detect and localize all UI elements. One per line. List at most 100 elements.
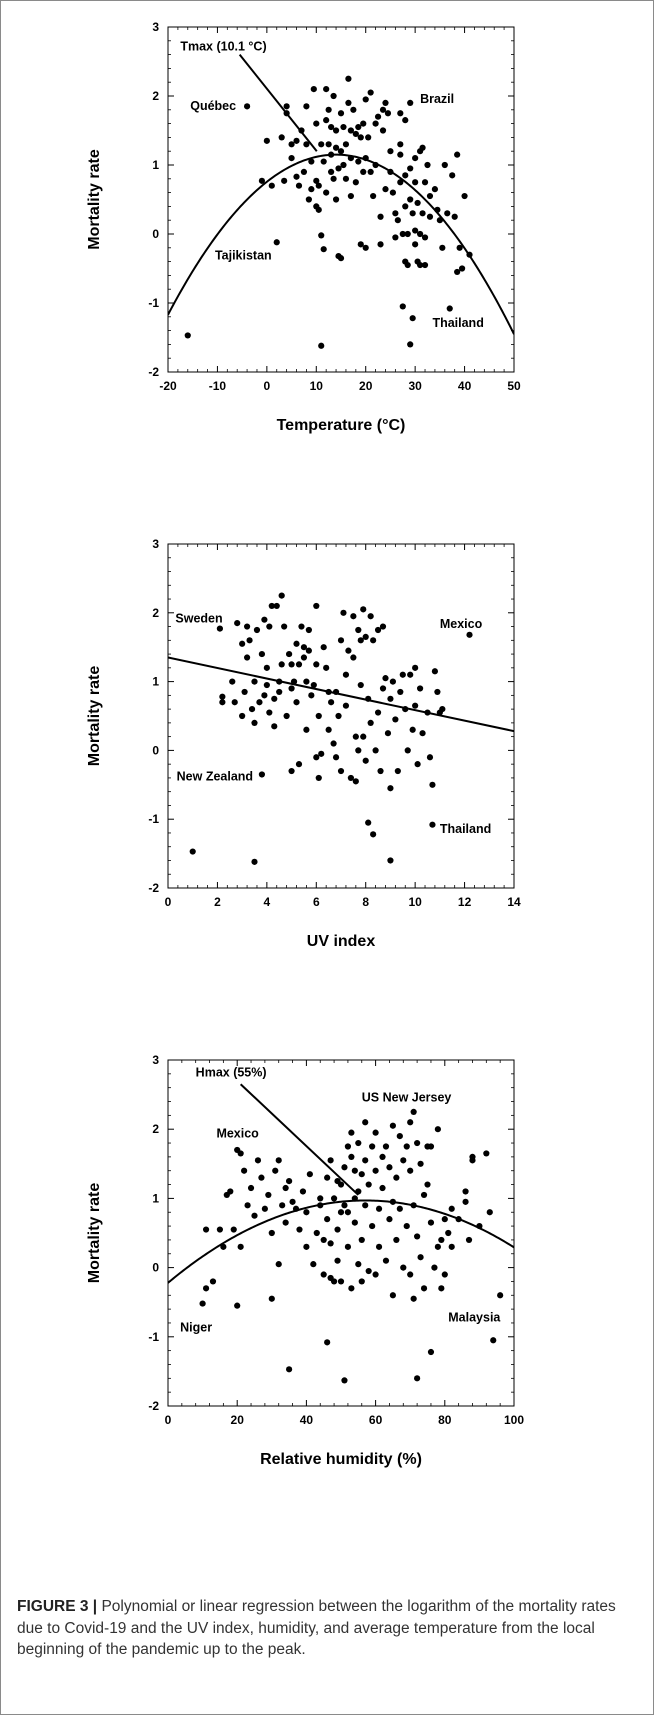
temperature-data-point xyxy=(355,158,362,165)
temperature-ytick-label: -2 xyxy=(148,365,159,379)
temperature-data-point xyxy=(315,206,322,213)
uv-index-xtick-label: 10 xyxy=(408,895,422,909)
humidity-data-point xyxy=(438,1236,445,1244)
temperature-ytick-label: 1 xyxy=(152,158,159,172)
uv-index-data-point xyxy=(342,671,350,678)
temperature-data-point xyxy=(466,251,473,258)
humidity-data-point xyxy=(441,1271,448,1278)
uv-index-data-point xyxy=(412,702,419,709)
temperature-data-point xyxy=(325,141,332,148)
uv-index-data-point xyxy=(394,767,401,775)
humidity-data-point xyxy=(254,1157,262,1164)
uv-index-data-point xyxy=(367,613,374,620)
uv-index-data-point xyxy=(266,623,273,630)
humidity-data-point xyxy=(375,1205,383,1212)
uv-index-data-point xyxy=(399,671,406,678)
humidity-data-point xyxy=(486,1209,493,1216)
temperature-data-point xyxy=(298,127,305,134)
temperature-data-point xyxy=(397,110,404,117)
temperature-data-point xyxy=(434,206,441,213)
temperature-data-point xyxy=(362,244,369,251)
uv-index-data-point xyxy=(350,613,357,620)
temperature-data-point xyxy=(407,165,414,172)
uv-index-data-point xyxy=(295,761,303,768)
humidity-data-point xyxy=(410,1295,417,1302)
humidity-data-point xyxy=(317,1195,324,1202)
temperature-data-point xyxy=(384,110,392,117)
uv-index-data-point xyxy=(315,712,322,720)
temperature-data-point xyxy=(323,86,330,93)
uv-index-data-point xyxy=(318,750,325,757)
temperature-data-point xyxy=(350,106,357,113)
humidity-data-point xyxy=(462,1188,469,1195)
humidity-data-point xyxy=(244,1202,251,1209)
uv-index-data-point xyxy=(429,821,436,828)
uv-index-data-point xyxy=(256,699,263,706)
humidity-x-axis-label: Relative humidity (%) xyxy=(260,1451,422,1468)
humidity-xtick-label: 20 xyxy=(231,1413,245,1427)
temperature-data-point xyxy=(365,134,372,141)
humidity-data-point xyxy=(410,1108,417,1115)
uv-index-data-point xyxy=(466,631,473,638)
humidity-data-point xyxy=(448,1205,455,1212)
humidity-data-point xyxy=(393,1174,400,1181)
humidity-data-point xyxy=(365,1181,372,1188)
humidity-data-point xyxy=(372,1129,379,1136)
temperature-data-point xyxy=(392,234,399,241)
uv-index-data-point xyxy=(439,706,446,713)
uv-index-data-point xyxy=(345,647,352,654)
uv-index-xtick-label: 2 xyxy=(214,895,221,909)
humidity-data-point xyxy=(362,1202,369,1209)
humidity-data-point xyxy=(341,1202,348,1209)
humidity-xtick-label: 0 xyxy=(165,1413,172,1427)
uv-index-data-point xyxy=(313,602,320,610)
uv-index-plot-frame xyxy=(167,543,515,889)
humidity-data-point xyxy=(317,1202,324,1209)
temperature-data-point xyxy=(372,161,379,169)
temperature-data-point xyxy=(320,246,327,253)
temperature-data-point xyxy=(320,158,327,165)
humidity-data-point xyxy=(355,1261,362,1268)
temperature-data-point xyxy=(332,144,340,151)
temperature-data-point xyxy=(367,89,374,96)
uv-index-data-point xyxy=(315,774,322,782)
temperature-plot-area xyxy=(168,53,514,349)
uv-index-ytick-label: -2 xyxy=(148,881,159,895)
temperature-data-point xyxy=(323,189,330,196)
humidity-data-point xyxy=(448,1243,455,1250)
temperature-annotation-label: Brazil xyxy=(420,92,454,106)
uv-index-data-point xyxy=(360,733,367,740)
temperature-data-point xyxy=(281,177,288,184)
humidity-data-point xyxy=(427,1348,435,1356)
uv-index-data-point xyxy=(219,699,226,706)
humidity-data-point xyxy=(337,1278,345,1285)
temperature-data-point xyxy=(382,186,389,193)
humidity-data-point xyxy=(327,1240,334,1247)
humidity-plot-area xyxy=(168,1083,514,1384)
humidity-data-point xyxy=(427,1219,435,1226)
humidity-annotation-label: US New Jersey xyxy=(362,1091,452,1105)
uv-index-data-point xyxy=(219,693,226,700)
uv-index-data-point xyxy=(325,688,332,696)
temperature-data-point xyxy=(328,151,335,158)
uv-index-data-point xyxy=(303,678,310,685)
temperature-data-point xyxy=(288,155,295,162)
temperature-data-point xyxy=(426,213,434,220)
temperature-data-point xyxy=(402,172,409,179)
uv-index-x-axis-label: UV index xyxy=(307,933,376,950)
temperature-data-point xyxy=(407,196,414,203)
uv-index-data-point xyxy=(261,616,268,623)
temperature-data-point xyxy=(360,168,367,175)
uv-index-data-point xyxy=(251,858,258,865)
uv-index-data-point xyxy=(332,754,340,761)
temperature-data-point xyxy=(283,103,290,110)
humidity-data-point xyxy=(369,1143,376,1150)
temperature-x-axis-label: Temperature (°C) xyxy=(277,417,406,434)
uv-index-data-point xyxy=(379,685,387,692)
uv-index-data-point xyxy=(310,681,317,689)
humidity-data-point xyxy=(330,1195,338,1202)
uv-index-data-point xyxy=(404,747,411,754)
uv-index-data-point xyxy=(263,681,270,689)
uv-index-data-point xyxy=(313,661,320,668)
